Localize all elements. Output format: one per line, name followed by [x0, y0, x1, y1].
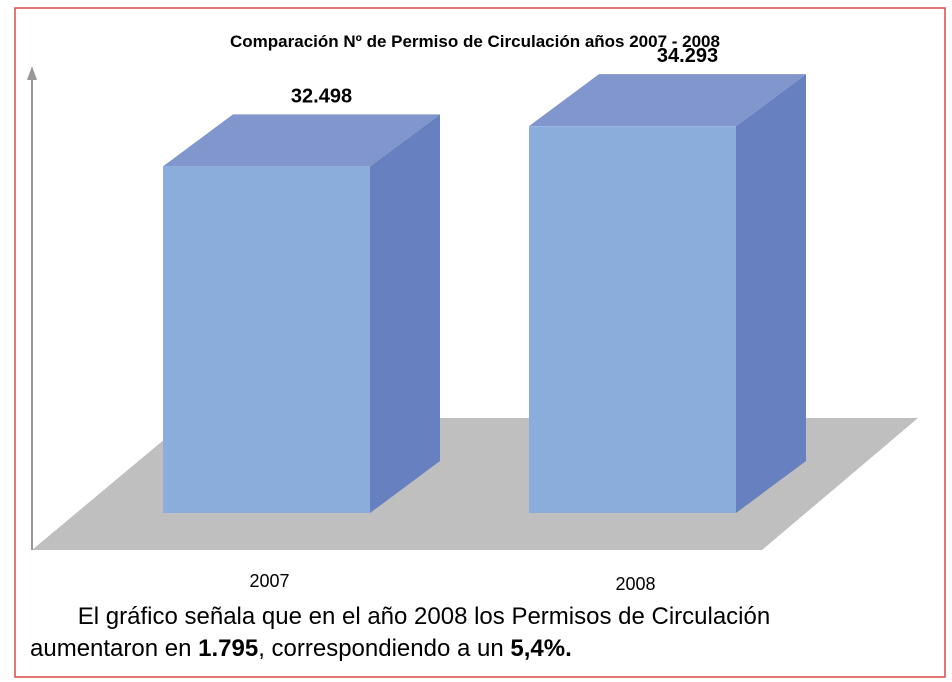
- bar-top: [529, 74, 806, 127]
- note-line2: aumentaron en 1.795, correspondiendo a u…: [30, 635, 572, 662]
- value-label: 32.498: [291, 85, 352, 107]
- note-text: aumentaron en: [30, 635, 198, 662]
- note-number: 1.795: [198, 635, 258, 662]
- note-number: 5,4%.: [510, 635, 571, 662]
- x-tick-label: 2007: [249, 571, 289, 591]
- bar-side: [370, 114, 440, 513]
- value-label: 34.293: [657, 45, 718, 67]
- bar: [529, 126, 736, 513]
- bar-side: [736, 74, 806, 513]
- x-tick-label: 2008: [615, 574, 655, 594]
- note-line1: El gráfico señala que en el año 2008 los…: [78, 603, 770, 630]
- axis-arrow: [27, 66, 37, 80]
- chart-title: Comparación Nº de Permiso de Circulación…: [230, 32, 720, 51]
- note-text: , correspondiendo a un: [258, 635, 510, 662]
- bar-top: [163, 114, 440, 167]
- bar: [163, 166, 370, 513]
